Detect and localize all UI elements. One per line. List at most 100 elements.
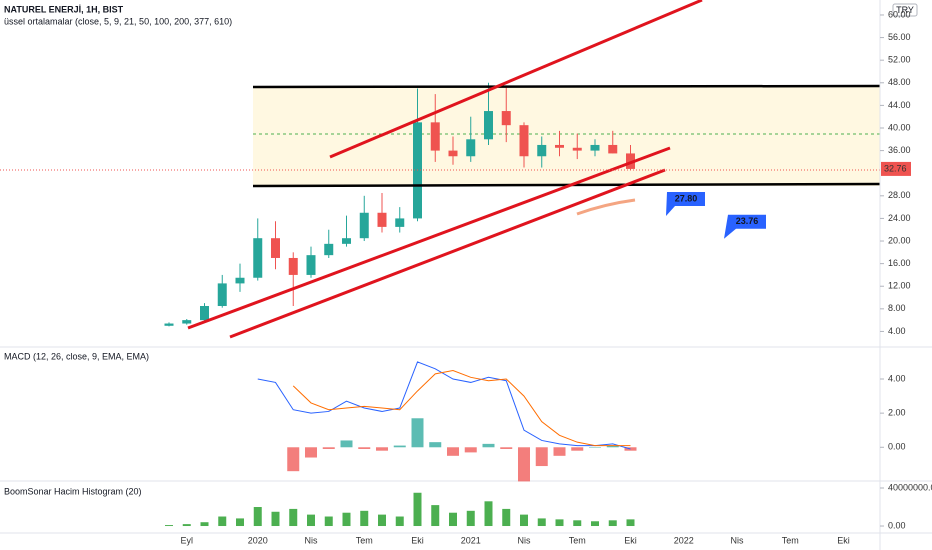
volume-bar bbox=[608, 520, 617, 527]
chart-title: NATUREL ENERJİ, 1H, BIST bbox=[4, 4, 124, 14]
volume-bar bbox=[236, 518, 244, 527]
candle-body bbox=[271, 238, 280, 258]
macd-histogram-bar bbox=[606, 445, 619, 448]
volume-bar bbox=[502, 508, 511, 527]
candle-body bbox=[484, 111, 493, 140]
macd-histogram-bar bbox=[553, 447, 566, 456]
macd-title: MACD (12, 26, close, 9, EMA, EMA) bbox=[4, 351, 149, 361]
macd-histogram-bar bbox=[464, 447, 477, 453]
x-tick-label: Eki bbox=[837, 535, 850, 545]
candle-body bbox=[466, 139, 476, 157]
volume-bar bbox=[395, 516, 404, 527]
price-callout-label: 23.76 bbox=[736, 216, 759, 226]
candle-body bbox=[501, 111, 511, 126]
volume-bar bbox=[573, 520, 582, 527]
candle-body bbox=[590, 144, 600, 151]
x-tick-label: Tem bbox=[782, 535, 799, 545]
candle-body bbox=[324, 243, 334, 256]
volume-bar bbox=[537, 518, 546, 527]
y-tick-label: 28.00 bbox=[888, 190, 911, 200]
trendline bbox=[329, 0, 703, 159]
currency-box bbox=[892, 3, 918, 17]
candle-body bbox=[342, 238, 351, 244]
macd-histogram-bar bbox=[518, 447, 530, 482]
range-zone bbox=[253, 87, 880, 186]
y-tick-label: 0.00 bbox=[888, 520, 906, 530]
volume-bar bbox=[431, 505, 440, 527]
candle-body bbox=[395, 218, 405, 227]
volume-bar bbox=[307, 514, 315, 527]
x-tick-label: Tem bbox=[569, 535, 586, 545]
candle-body bbox=[164, 323, 174, 326]
candle-body bbox=[519, 125, 529, 157]
volume-bar bbox=[165, 525, 173, 527]
candle-body bbox=[217, 283, 227, 307]
candle-body bbox=[288, 257, 298, 275]
volume-bar bbox=[520, 514, 528, 527]
y-tick-label: 12.00 bbox=[888, 281, 911, 291]
projection-curve bbox=[576, 198, 636, 216]
y-tick-label: 56.00 bbox=[888, 32, 911, 42]
candle-body bbox=[235, 277, 245, 284]
candle-body bbox=[448, 150, 458, 157]
y-tick-label: 52.00 bbox=[888, 55, 911, 65]
x-tick-label: Eki bbox=[411, 535, 424, 545]
macd-histogram-bar bbox=[535, 447, 548, 467]
price-callout-label: 27.80 bbox=[675, 193, 698, 203]
y-tick-label: 16.00 bbox=[888, 258, 911, 268]
macd-histogram-bar bbox=[393, 445, 406, 448]
channel-bottom bbox=[252, 182, 881, 188]
macd-histogram-bar bbox=[322, 447, 335, 449]
macd-histogram-bar bbox=[305, 447, 317, 458]
volume-bar bbox=[271, 511, 280, 527]
candle-body bbox=[537, 144, 547, 157]
volume-bar bbox=[449, 512, 457, 527]
y-tick-label: 44.00 bbox=[888, 100, 911, 110]
y-tick-label: 40000000.00 bbox=[888, 482, 932, 492]
x-tick-label: Nis bbox=[731, 535, 744, 545]
candle-body bbox=[555, 144, 564, 148]
macd-histogram-bar bbox=[287, 447, 300, 472]
volume-title: BoomSonar Hacim Histogram (20) bbox=[4, 486, 142, 496]
price-callout bbox=[666, 191, 705, 216]
y-tick-label: 60.00 bbox=[888, 9, 911, 19]
volume-bar bbox=[324, 516, 333, 527]
trendline bbox=[229, 168, 666, 339]
volume-bar bbox=[466, 510, 475, 527]
x-tick-label: Nis bbox=[518, 535, 531, 545]
macd-histogram-bar bbox=[376, 447, 388, 451]
volume-bar bbox=[200, 522, 209, 527]
y-tick-label: 4.00 bbox=[888, 326, 906, 336]
signal-line bbox=[292, 369, 631, 447]
candle-body bbox=[430, 122, 440, 151]
candle-body bbox=[377, 212, 387, 227]
macd-histogram-bar bbox=[447, 447, 459, 456]
x-tick-label: 2021 bbox=[461, 535, 481, 545]
y-tick-label: 8.00 bbox=[888, 303, 906, 313]
y-tick-label: 36.00 bbox=[888, 145, 911, 155]
volume-bar bbox=[555, 519, 564, 527]
candle-body bbox=[608, 144, 618, 154]
last-price: 32.76 bbox=[884, 163, 907, 173]
x-tick-label: Eki bbox=[624, 535, 637, 545]
macd-histogram-bar bbox=[340, 440, 353, 448]
volume-bar bbox=[360, 510, 369, 527]
y-tick-label: 48.00 bbox=[888, 77, 911, 87]
volume-bar bbox=[218, 516, 227, 527]
macd-histogram-bar bbox=[482, 443, 495, 448]
volume-bar bbox=[253, 507, 262, 527]
y-tick-label: 20.00 bbox=[888, 235, 911, 245]
price-callout bbox=[724, 214, 766, 239]
indicator-label: üssel ortalamalar (close, 5, 9, 21, 50, … bbox=[4, 16, 232, 26]
macd-histogram-bar bbox=[358, 447, 371, 449]
macd-histogram-bar bbox=[589, 447, 601, 448]
candle-body bbox=[306, 255, 316, 275]
volume-bar bbox=[342, 512, 351, 527]
macd-line bbox=[257, 361, 631, 450]
trendline bbox=[187, 146, 671, 330]
volume-bar bbox=[626, 519, 635, 527]
currency: TRY bbox=[896, 5, 914, 15]
volume-bar bbox=[182, 524, 191, 527]
